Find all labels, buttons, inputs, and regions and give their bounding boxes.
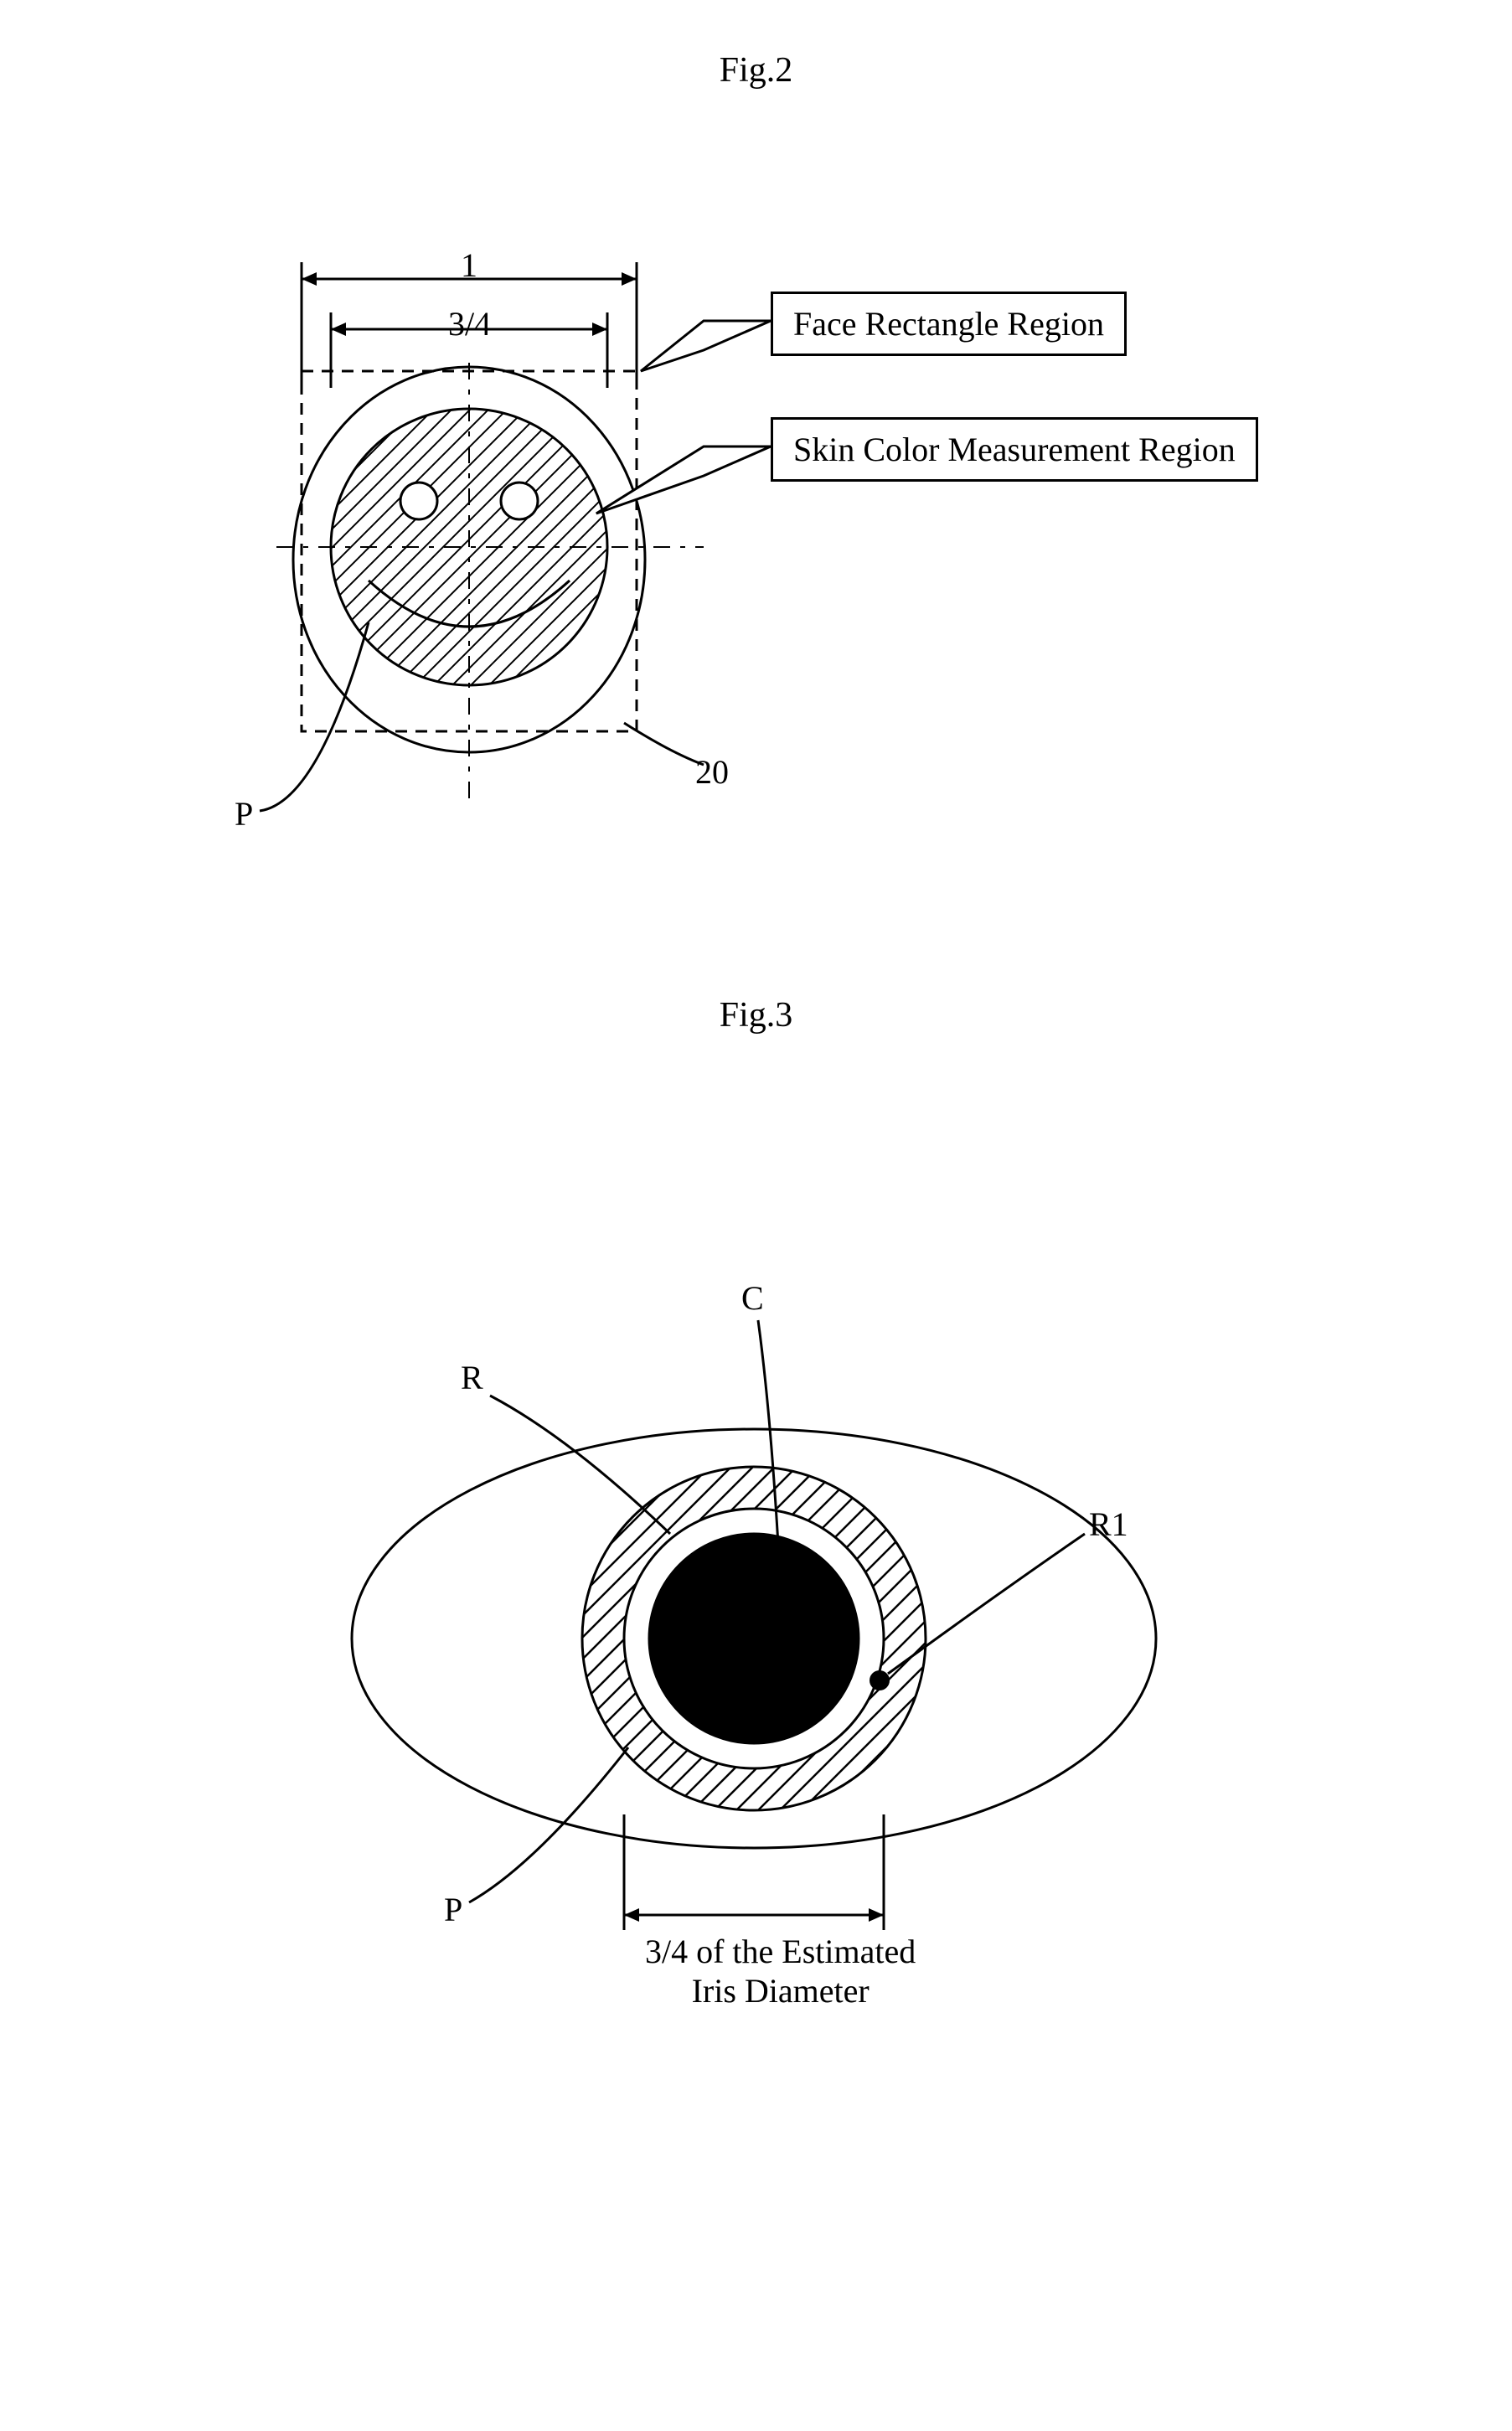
label-20: 20 <box>695 752 729 792</box>
fig3-caption: 3/4 of the Estimated Iris Diameter <box>645 1932 916 2010</box>
fig2-title: Fig.2 <box>0 50 1512 90</box>
label-p-fig2: P <box>235 794 253 834</box>
callout-face-rectangle: Face Rectangle Region <box>771 292 1127 356</box>
fig2-container: Face Rectangle Region Skin Color Measure… <box>168 141 1340 895</box>
fig2-diagram <box>168 141 1340 895</box>
label-r: R <box>461 1358 483 1397</box>
fig3-title: Fig.3 <box>0 995 1512 1035</box>
label-r1: R1 <box>1089 1505 1128 1544</box>
dim-34-label: 3/4 <box>448 304 491 343</box>
dim-1-label: 1 <box>461 245 477 285</box>
label-c: C <box>741 1278 764 1318</box>
fig3-container: C R R1 P 3/4 of the Estimated Iris Diame… <box>168 1203 1340 2041</box>
callout-skin-color: Skin Color Measurement Region <box>771 417 1258 482</box>
fig3-diagram <box>168 1203 1340 2041</box>
label-p-fig3: P <box>444 1890 462 1929</box>
